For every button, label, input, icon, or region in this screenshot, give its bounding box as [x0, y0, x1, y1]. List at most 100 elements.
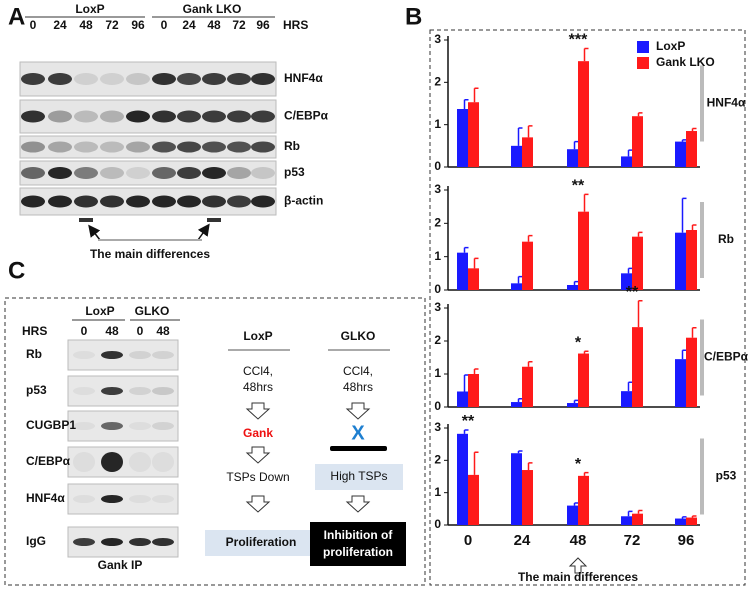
- error-bar: [583, 471, 589, 476]
- error-bar: [517, 127, 523, 146]
- blot-band: [126, 167, 150, 179]
- flow-title: GLKO: [341, 329, 376, 343]
- flow-step: CCl4,: [343, 364, 373, 378]
- bar: [578, 211, 589, 290]
- blot-band: [129, 387, 151, 395]
- bar: [457, 391, 468, 407]
- y-tick-label: 2: [434, 453, 441, 467]
- bar: [567, 149, 578, 167]
- blot-band: [74, 167, 98, 179]
- blot-band: [152, 387, 174, 395]
- blot-band: [152, 351, 174, 359]
- bar: [457, 433, 468, 525]
- bar: [675, 141, 686, 167]
- bar: [511, 283, 522, 290]
- error-bar: [463, 374, 469, 392]
- y-tick-label: 3: [434, 182, 441, 196]
- error-bar: [627, 149, 633, 157]
- error-bar: [583, 193, 589, 212]
- flow-step: Proliferation: [226, 535, 297, 549]
- arrow: [88, 224, 101, 241]
- blot-band: [126, 73, 150, 85]
- row-label: IgG: [26, 534, 46, 548]
- blot-band: [101, 538, 123, 546]
- flow-step: TSPs Down: [226, 470, 289, 484]
- blot-band: [177, 167, 201, 179]
- lane-label: 72: [105, 18, 119, 32]
- blot-band: [48, 110, 72, 123]
- row-label: Rb: [284, 139, 300, 153]
- bar: [578, 61, 589, 167]
- blot-band: [227, 110, 251, 123]
- lane-label: 72: [232, 18, 246, 32]
- blot-band: [227, 73, 251, 85]
- error-bar: [573, 140, 579, 150]
- x-tick-label: 72: [624, 532, 641, 549]
- y-tick-label: 3: [434, 32, 441, 46]
- bar: [567, 403, 578, 407]
- bar: [578, 475, 589, 525]
- error-bar: [517, 398, 523, 403]
- bar: [567, 285, 578, 290]
- annotation: ***: [569, 32, 588, 49]
- blot-band: [101, 351, 123, 359]
- arrow: [345, 495, 371, 513]
- blot-band: [227, 195, 251, 208]
- row-label: HNF4α: [284, 71, 323, 85]
- group-label: LoxP: [85, 304, 114, 318]
- error-bar: [573, 502, 579, 506]
- blot-band: [74, 110, 98, 123]
- bar: [578, 353, 589, 407]
- lane-label: 48: [105, 324, 119, 338]
- note: The main differences: [518, 570, 638, 584]
- blot-band: [73, 452, 95, 472]
- bar: [468, 374, 479, 407]
- bar: [632, 116, 643, 167]
- blot-band: [74, 73, 98, 85]
- annotation: *: [575, 334, 582, 351]
- lane-label: 24: [182, 18, 196, 32]
- arrow: [245, 495, 271, 513]
- blot-band: [48, 195, 72, 208]
- flow-step: 48hrs: [343, 380, 373, 394]
- lane-label: 0: [30, 18, 37, 32]
- blot-band: [126, 141, 150, 153]
- lane-label: 0: [81, 324, 88, 338]
- error-bar: [527, 462, 533, 471]
- row-label: p53: [26, 383, 47, 397]
- error-bar: [463, 98, 469, 110]
- flow-box: [205, 530, 317, 556]
- error-bar: [681, 349, 687, 360]
- error-bar: [637, 509, 643, 514]
- error-bar: [473, 368, 479, 374]
- arrow: [568, 557, 588, 574]
- blot-band: [101, 495, 123, 503]
- blot-band: [152, 141, 176, 153]
- blot-c: 0 48 0 48 Rb p53 CUGBP1 C/EBPα HNF4α IgG: [26, 324, 179, 558]
- blot-band: [152, 110, 176, 123]
- note: The main differences: [90, 247, 210, 261]
- y-tick-label: 2: [434, 216, 441, 230]
- bar: [621, 516, 632, 525]
- panel-frame: [429, 29, 746, 586]
- blot-band: [73, 495, 95, 503]
- error-bar: [627, 267, 633, 274]
- error-bar: [517, 275, 523, 284]
- legend-swatch: [637, 57, 649, 69]
- lane-label: 48: [207, 18, 221, 32]
- y-tick-label: 1: [434, 117, 441, 131]
- blot-band: [152, 422, 174, 430]
- panel-label: B: [405, 3, 422, 30]
- annotation: *: [575, 456, 582, 473]
- bar: [686, 131, 697, 167]
- blot-band: [202, 167, 226, 179]
- blot-band: [152, 167, 176, 179]
- lane-label: 24: [53, 18, 67, 32]
- panel-label: A: [8, 3, 25, 30]
- bar: [468, 268, 479, 290]
- bar: [632, 327, 643, 407]
- error-bar: [637, 112, 643, 117]
- error-bar: [573, 280, 579, 285]
- legend-label: LoxP: [656, 39, 685, 53]
